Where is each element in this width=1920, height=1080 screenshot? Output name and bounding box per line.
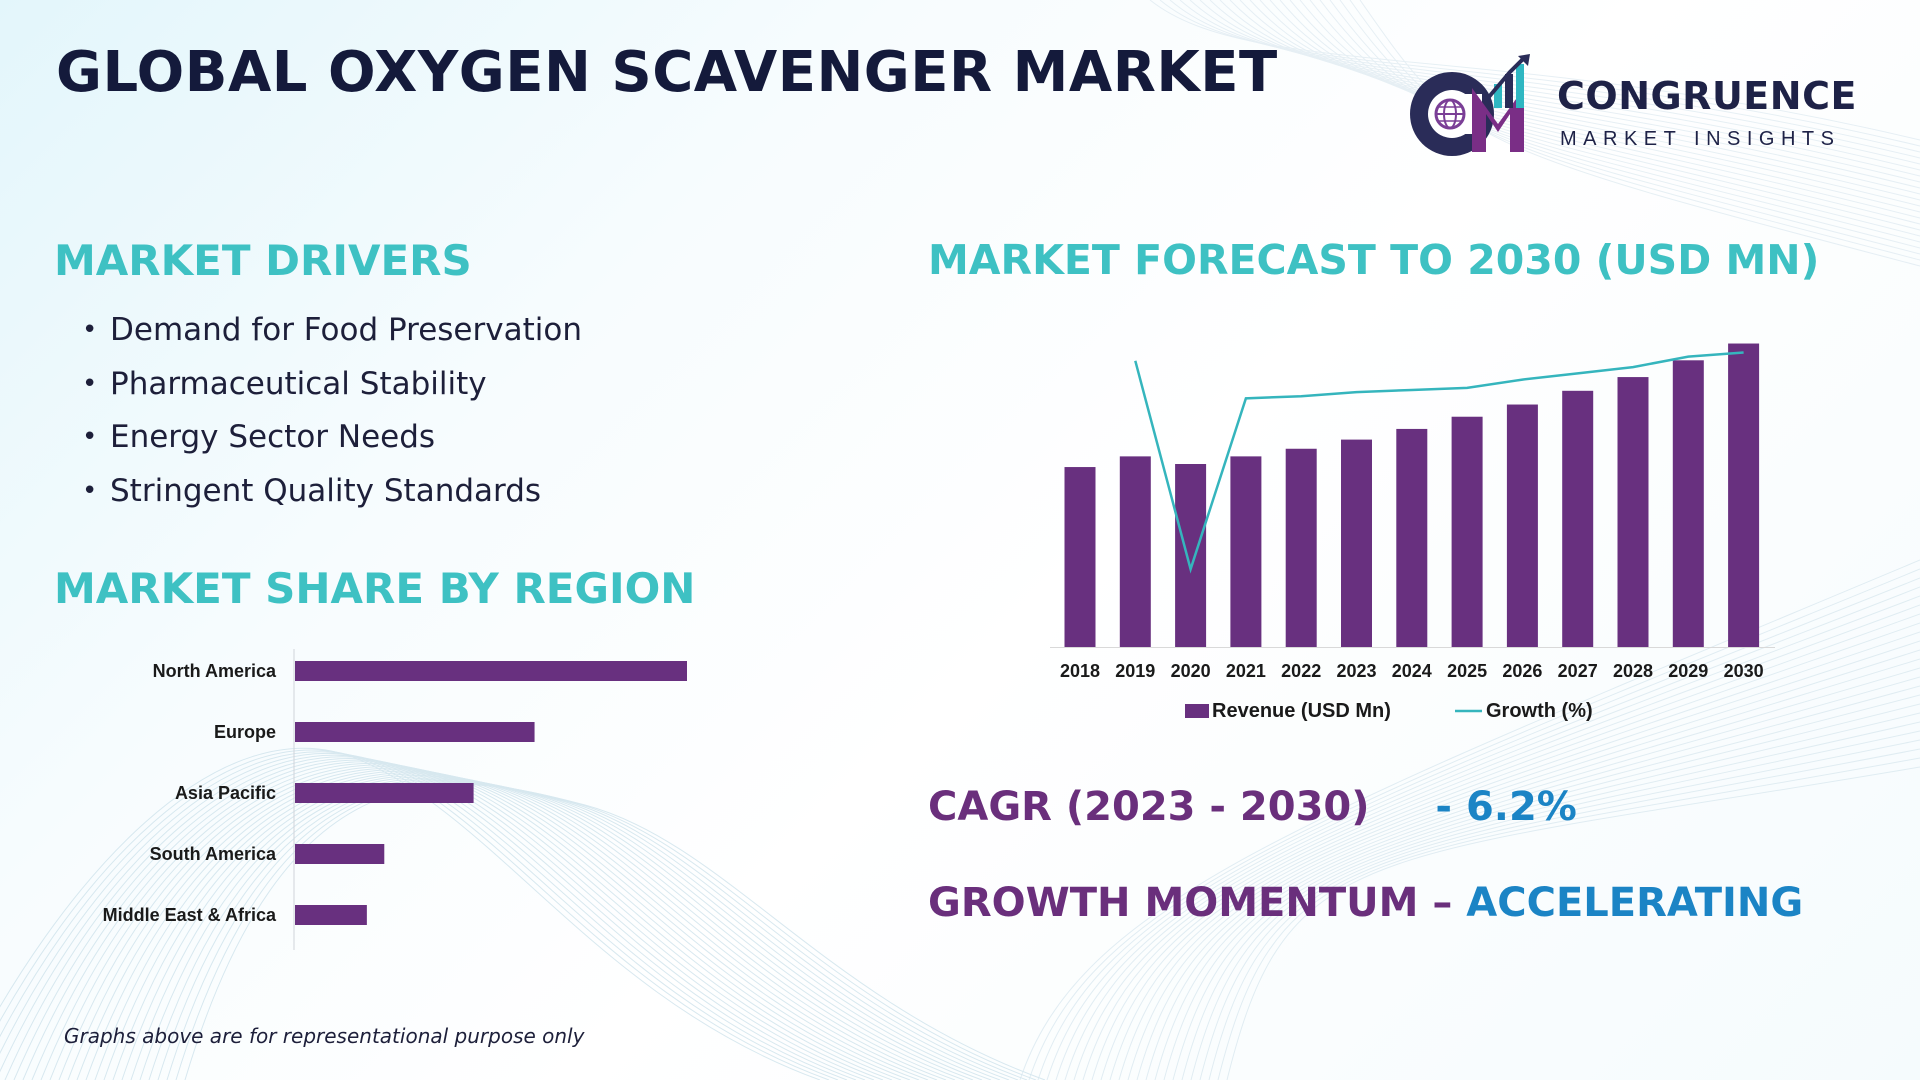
driver-item: Energy Sector Needs <box>82 415 582 469</box>
brand-tagline: MARKET INSIGHTS <box>1560 128 1841 150</box>
revenue-bar <box>1617 377 1649 647</box>
revenue-bar <box>1506 404 1538 647</box>
cagr-value: - 6.2% <box>1435 784 1577 830</box>
page-title: GLOBAL OXYGEN SCAVENGER MARKET <box>56 40 1278 105</box>
logo-mark-icon <box>1410 54 1530 156</box>
market-share-heading: MARKET SHARE BY REGION <box>54 564 696 613</box>
year-tick-label: 2020 <box>1171 661 1211 681</box>
driver-item: Demand for Food Preservation <box>82 308 582 362</box>
region-bar <box>295 783 474 803</box>
region-bar <box>295 661 687 681</box>
momentum-label: GROWTH MOMENTUM – <box>928 880 1467 926</box>
year-tick-label: 2022 <box>1281 661 1321 681</box>
year-tick-label: 2030 <box>1724 661 1764 681</box>
region-share-chart: North America Europe Asia Pacific South Ame… <box>103 649 687 950</box>
legend-revenue-swatch <box>1185 704 1209 718</box>
forecast-legend: Revenue (USD Mn) Growth (%) <box>1185 700 1593 722</box>
market-forecast-heading: MARKET FORECAST TO 2030 (USD MN) <box>928 236 1820 284</box>
revenue-bar <box>1285 448 1317 647</box>
market-drivers-heading: MARKET DRIVERS <box>54 236 472 285</box>
year-tick-label: 2021 <box>1226 661 1266 681</box>
region-bar <box>295 722 535 742</box>
revenue-bar <box>1396 428 1428 647</box>
cagr-label: CAGR (2023 - 2030) <box>928 784 1370 830</box>
legend-revenue-label: Revenue (USD Mn) <box>1212 700 1391 722</box>
revenue-bar <box>1064 467 1096 647</box>
year-tick-label: 2027 <box>1558 661 1598 681</box>
region-label: North America <box>153 661 277 681</box>
year-tick-label: 2024 <box>1392 661 1432 681</box>
year-tick-label: 2023 <box>1336 661 1376 681</box>
year-tick-label: 2026 <box>1502 661 1542 681</box>
revenue-bar <box>1672 360 1704 647</box>
year-tick-label: 2028 <box>1613 661 1653 681</box>
revenue-bar <box>1562 390 1594 647</box>
year-tick-label: 2025 <box>1447 661 1487 681</box>
cagr-statement: CAGR (2023 - 2030) - 6.2% <box>928 784 1577 830</box>
revenue-bar <box>1119 456 1151 647</box>
revenue-bar <box>1728 343 1760 647</box>
driver-item: Stringent Quality Standards <box>82 469 582 523</box>
region-bar <box>295 844 385 864</box>
revenue-bar <box>1175 464 1207 647</box>
year-tick-label: 2019 <box>1115 661 1155 681</box>
driver-item: Pharmaceutical Stability <box>82 362 582 416</box>
year-tick-label: 2018 <box>1060 661 1100 681</box>
brand-logo: CONGRUENCE MARKET INSIGHTS <box>1400 52 1890 162</box>
year-tick-label: 2029 <box>1668 661 1708 681</box>
revenue-bar <box>1341 439 1372 647</box>
region-label: Europe <box>214 722 276 742</box>
legend-growth-label: Growth (%) <box>1486 700 1593 722</box>
brand-name: CONGRUENCE <box>1557 74 1857 118</box>
region-label: Asia Pacific <box>175 783 276 803</box>
revenue-bar <box>1451 416 1483 647</box>
footnote: Graphs above are for representational pu… <box>64 1024 585 1048</box>
growth-momentum-statement: GROWTH MOMENTUM – ACCELERATING <box>928 880 1803 926</box>
region-bar <box>295 905 367 925</box>
region-label: Middle East & Africa <box>103 905 277 925</box>
market-drivers-list: Demand for Food Preservation Pharmaceuti… <box>82 308 582 522</box>
growth-line <box>1134 351 1744 574</box>
forecast-chart: 2018 2019 2020 2021 2022 2023 2024 2025 2026 2027… <box>1050 343 1775 722</box>
momentum-value: ACCELERATING <box>1466 880 1804 926</box>
revenue-bar <box>1230 456 1262 647</box>
region-label: South America <box>150 844 277 864</box>
